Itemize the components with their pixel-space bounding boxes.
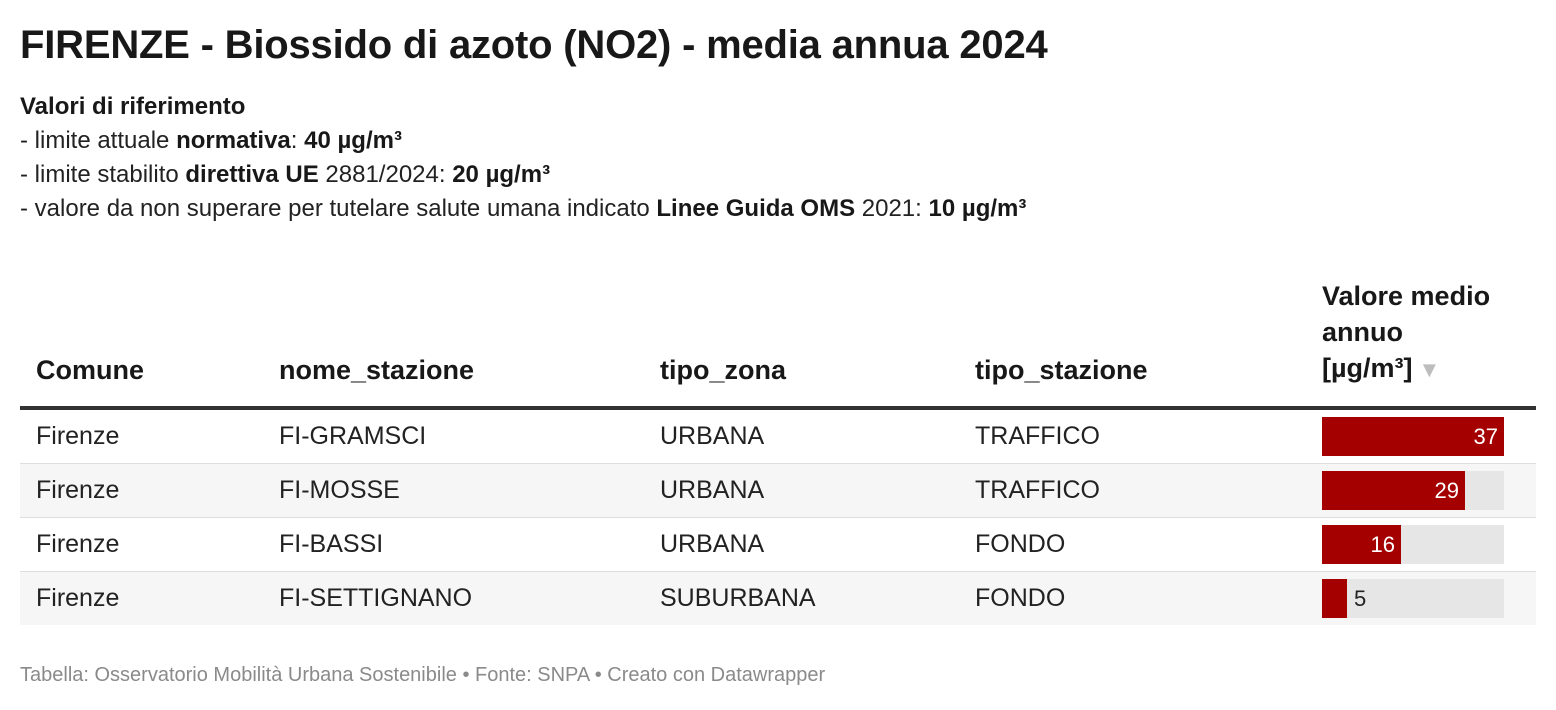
- table-row: Firenze FI-BASSI URBANA FONDO 16: [20, 518, 1536, 572]
- bar-track: 16: [1322, 525, 1504, 564]
- bar-value-label: 37: [1473, 424, 1498, 449]
- bar-value-label: 5: [1354, 586, 1367, 611]
- cell-valore: 37: [1322, 410, 1504, 463]
- description-heading: Valori di riferimento: [20, 93, 246, 120]
- chart-description: Valori di riferimento - limite attuale n…: [20, 90, 1026, 226]
- bar-fill: [1322, 579, 1347, 618]
- column-header-tipo-zona[interactable]: tipo_zona: [660, 355, 786, 385]
- description-text: :: [290, 127, 305, 154]
- cell-valore: 5: [1322, 572, 1504, 625]
- cell-tipo-zona: URBANA: [660, 422, 765, 450]
- cell-comune: Firenze: [36, 584, 120, 612]
- cell-tipo-stazione: TRAFFICO: [975, 476, 1100, 504]
- header-divider: [20, 406, 1536, 410]
- cell-nome-stazione: FI-BASSI: [279, 530, 384, 558]
- bar-fill: [1322, 525, 1401, 564]
- cell-comune: Firenze: [36, 530, 120, 558]
- cell-nome-stazione: FI-SETTIGNANO: [279, 584, 473, 612]
- bar-track: 29: [1322, 471, 1504, 510]
- table-header: Comune nome_stazione tipo_zona tipo_staz…: [20, 281, 1536, 406]
- column-header-valore-label: Valore medio annuo [µg/m³]: [1322, 281, 1491, 383]
- description-bold-text: 20 µg/m³: [452, 161, 551, 188]
- description-bold-text: normativa: [176, 127, 291, 154]
- table-row: Firenze FI-GRAMSCI URBANA TRAFFICO 37: [20, 410, 1536, 464]
- column-header-nome-stazione[interactable]: nome_stazione: [279, 355, 475, 385]
- bar-fill: [1322, 417, 1504, 456]
- column-header-comune[interactable]: Comune: [36, 355, 144, 385]
- cell-comune: Firenze: [36, 476, 120, 504]
- bar-track: 37: [1322, 417, 1504, 456]
- bar-value-label: 29: [1434, 478, 1459, 503]
- column-header-tipo-stazione[interactable]: tipo_stazione: [975, 355, 1148, 385]
- bar-fill: [1322, 471, 1465, 510]
- chart-title: FIRENZE - Biossido di azoto (NO2) - medi…: [20, 23, 1048, 67]
- bar-value-label: 16: [1370, 532, 1395, 557]
- cell-tipo-stazione: TRAFFICO: [975, 422, 1100, 450]
- cell-tipo-stazione: FONDO: [975, 530, 1066, 558]
- description-bold-text: 40 µg/m³: [304, 127, 402, 154]
- description-text: - valore da non superare per tutelare sa…: [20, 195, 657, 222]
- description-text: 2881/2024:: [318, 161, 453, 188]
- description-line: - valore da non superare per tutelare sa…: [20, 192, 1026, 226]
- cell-nome-stazione: FI-GRAMSCI: [279, 422, 427, 450]
- description-bold-text: Linee Guida OMS: [656, 195, 856, 222]
- cell-comune: Firenze: [36, 422, 120, 450]
- description-text: 2021:: [855, 195, 929, 222]
- sort-descending-icon[interactable]: ▼: [1418, 357, 1441, 382]
- description-line: - limite attuale normativa: 40 µg/m³: [20, 124, 1026, 158]
- description-text: - limite stabilito: [20, 161, 186, 188]
- description-lines: - limite attuale normativa: 40 µg/m³ - li…: [20, 124, 1026, 226]
- cell-tipo-zona: URBANA: [660, 530, 765, 558]
- table-row: Firenze FI-SETTIGNANO SUBURBANA FONDO 5: [20, 572, 1536, 625]
- table-body: Firenze FI-GRAMSCI URBANA TRAFFICO 37 Firenze…: [20, 410, 1536, 625]
- cell-tipo-stazione: FONDO: [975, 584, 1066, 612]
- cell-tipo-zona: URBANA: [660, 476, 765, 504]
- cell-nome-stazione: FI-MOSSE: [279, 476, 400, 504]
- bar-track: 5: [1322, 579, 1504, 618]
- column-header-valore[interactable]: Valore medio annuo [µg/m³] ▼: [1322, 278, 1522, 388]
- description-text: - limite attuale: [20, 127, 177, 154]
- description-bold-text: 10 µg/m³: [928, 195, 1027, 222]
- table-row: Firenze FI-MOSSE URBANA TRAFFICO 29: [20, 464, 1536, 518]
- description-line: - limite stabilito direttiva UE 2881/202…: [20, 158, 1026, 192]
- chart-footer: Tabella: Osservatorio Mobilità Urbana So…: [20, 664, 826, 686]
- cell-valore: 16: [1322, 518, 1504, 571]
- cell-valore: 29: [1322, 464, 1504, 517]
- description-bold-text: direttiva UE: [185, 161, 319, 188]
- cell-tipo-zona: SUBURBANA: [660, 584, 816, 612]
